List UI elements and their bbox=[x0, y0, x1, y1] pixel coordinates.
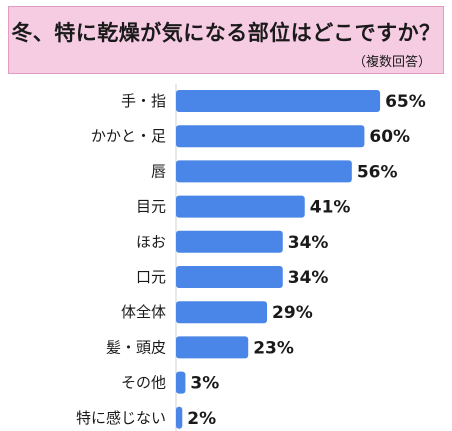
category-label: 髪・頭皮 bbox=[106, 338, 166, 356]
bar-1 bbox=[176, 125, 365, 148]
category-label: その他 bbox=[121, 374, 166, 392]
bar-0 bbox=[176, 90, 381, 112]
value-label: 41% bbox=[310, 198, 351, 218]
category-label: 唇 bbox=[151, 162, 166, 180]
bar-2 bbox=[176, 160, 352, 183]
category-label: 口元 bbox=[136, 268, 166, 286]
value-label: 3% bbox=[190, 374, 219, 394]
value-label: 29% bbox=[272, 303, 313, 323]
bar-4 bbox=[176, 230, 283, 253]
title-box: 冬、特に乾燥が気になる部位はどこですか？ （複数回答） bbox=[8, 6, 444, 74]
value-label: 34% bbox=[288, 233, 329, 253]
value-label: 2% bbox=[187, 409, 216, 429]
bar-8 bbox=[176, 371, 186, 394]
category-label: 目元 bbox=[136, 198, 166, 216]
category-label: ほお bbox=[136, 233, 166, 251]
value-label: 65% bbox=[385, 92, 426, 112]
value-label: 23% bbox=[253, 338, 294, 358]
value-label: 56% bbox=[357, 162, 398, 182]
category-label: かかと・足 bbox=[91, 127, 166, 145]
category-label: 体全体 bbox=[121, 303, 166, 321]
chart-subtitle: （複数回答） bbox=[352, 55, 431, 70]
category-label: 特に感じない bbox=[76, 409, 166, 427]
bar-5 bbox=[176, 266, 283, 288]
value-label: 60% bbox=[369, 127, 410, 147]
bar-6 bbox=[176, 301, 268, 324]
value-label: 34% bbox=[288, 268, 329, 288]
bar-3 bbox=[176, 195, 305, 218]
category-label: 手・指 bbox=[121, 92, 166, 110]
bar-9 bbox=[176, 406, 183, 429]
chart-title: 冬、特に乾燥が気になる部位はどこですか？ bbox=[11, 21, 441, 45]
bar-7 bbox=[176, 336, 249, 359]
